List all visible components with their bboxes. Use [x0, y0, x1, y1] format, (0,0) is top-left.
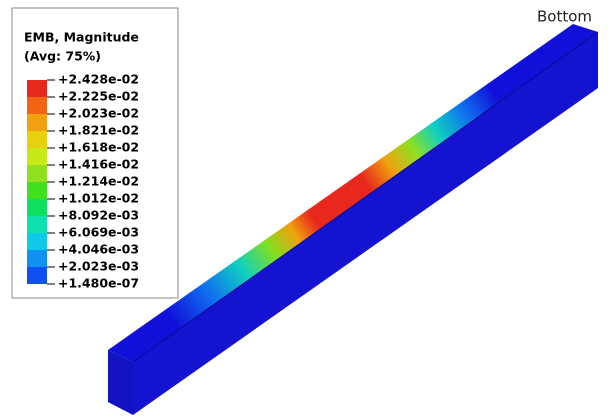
legend-label: +1.618e-02 [58, 140, 139, 155]
beam-front-face [133, 32, 598, 415]
legend-swatch [27, 250, 47, 267]
legend-subtitle: (Avg: 75%) [24, 49, 101, 64]
legend-title: EMB, Magnitude [24, 30, 139, 45]
legend-swatch [27, 199, 47, 216]
legend-label: +1.214e-02 [58, 174, 139, 189]
legend-swatch [27, 131, 47, 148]
legend-swatch [27, 233, 47, 250]
beam [108, 24, 598, 415]
legend-label: +2.225e-02 [58, 89, 139, 104]
page: {"legend": {"title": "EMB, Magnitude", "… [0, 0, 611, 418]
legend-label: +6.069e-03 [58, 225, 139, 240]
fea-view: EMB, Magnitude (Avg: 75%) +2.428e-02 +2.2… [0, 0, 611, 418]
legend-swatch [27, 216, 47, 233]
beam-top-face [108, 24, 598, 362]
beam-edge [133, 32, 598, 362]
legend-swatch [27, 182, 47, 199]
annotation: Bottom [537, 8, 592, 26]
legend-swatch [27, 114, 47, 131]
legend-swatch [27, 165, 47, 182]
legend-label: +2.023e-03 [58, 259, 139, 274]
legend-swatch [27, 80, 47, 97]
legend-label: +1.416e-02 [58, 157, 139, 172]
legend-label: +1.480e-07 [58, 276, 139, 291]
legend-label: +1.012e-02 [58, 191, 139, 206]
legend-swatch [27, 267, 47, 284]
legend-label: +8.092e-03 [58, 208, 139, 223]
legend-label: +4.046e-03 [58, 242, 139, 257]
legend-label: +2.428e-02 [58, 72, 139, 87]
legend-label: +1.821e-02 [58, 123, 139, 138]
legend-label: +2.023e-02 [58, 106, 139, 121]
legend-swatch [27, 148, 47, 165]
legend-swatch [27, 97, 47, 114]
